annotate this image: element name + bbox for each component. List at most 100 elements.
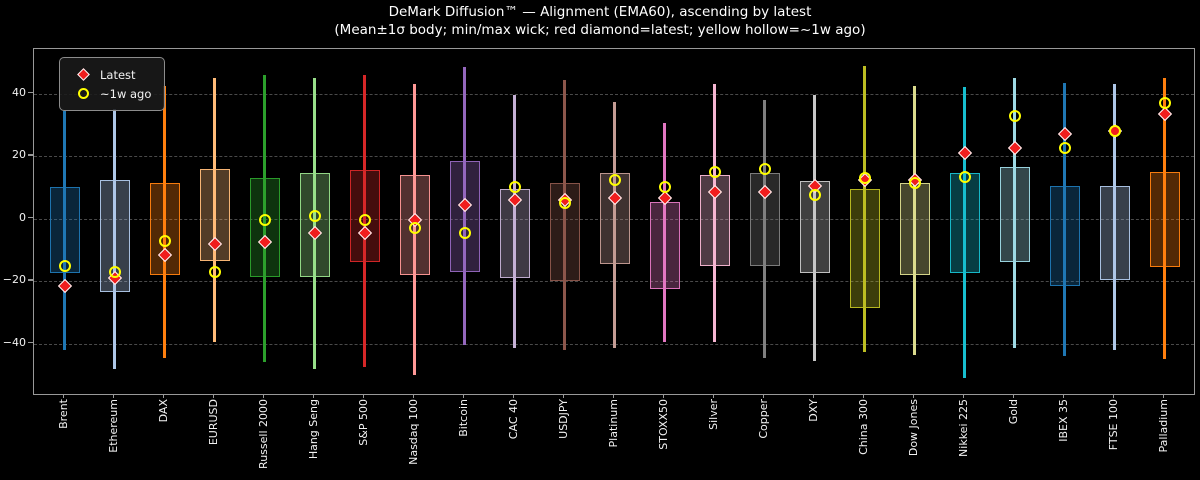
legend-label: ~1w ago — [100, 86, 152, 101]
y-tick-label: −20 — [2, 273, 26, 287]
x-tick-label: Palladium — [1157, 399, 1170, 456]
x-tick-mark — [362, 395, 365, 398]
x-tick-label-text: STOXX50 — [657, 399, 670, 450]
x-tick-label-text: Brent — [57, 399, 70, 429]
x-tick-label-text: USDJPY — [557, 399, 570, 439]
candle-wick — [1013, 78, 1016, 349]
x-tick-label-text: Palladium — [1157, 399, 1170, 453]
x-tick-mark — [862, 395, 865, 398]
x-tick-label-text: S&P 500 — [357, 399, 370, 446]
week-ago-circle — [208, 265, 221, 278]
x-tick-mark — [162, 395, 165, 398]
x-tick-mark — [462, 395, 465, 398]
x-tick-label-text: Copper — [757, 399, 770, 439]
candle-wick — [963, 87, 966, 379]
week-ago-circle — [108, 265, 121, 278]
x-tick-label: Dow Jones — [907, 399, 920, 460]
x-tick-label: DXY — [807, 399, 820, 426]
x-tick-label-text: Hang Seng — [307, 399, 320, 460]
week-ago-circle — [258, 214, 271, 227]
x-tick-label-text: Bitcoin — [457, 399, 470, 437]
x-tick-label-text: Platinum — [607, 399, 620, 448]
week-ago-circle — [658, 181, 671, 194]
x-tick-mark — [62, 395, 65, 398]
candle-wick — [763, 99, 766, 358]
week-ago-circle — [58, 259, 71, 272]
x-tick-mark — [312, 395, 315, 398]
x-tick-label: Silver — [707, 399, 720, 434]
y-tick-label: 40 — [12, 85, 26, 99]
x-tick-label: Gold — [1007, 399, 1020, 428]
y-tick-mark — [28, 154, 33, 156]
x-tick-label: China 300 — [857, 399, 870, 459]
x-tick-mark — [762, 395, 765, 398]
x-tick-label-text: Nasdaq 100 — [407, 399, 420, 465]
candle-wick — [913, 85, 916, 355]
y-tick-label: 20 — [12, 148, 26, 162]
legend-item-latest: Latest — [70, 65, 151, 84]
latest-diamond — [1007, 141, 1022, 156]
x-tick-label: Russell 2000 — [257, 399, 270, 473]
candle-wick — [563, 79, 566, 350]
x-tick-mark — [212, 395, 215, 398]
x-tick-mark — [912, 395, 915, 398]
x-tick-label: CAC 40 — [507, 399, 520, 443]
candle-wick — [813, 95, 816, 361]
candle-wick — [513, 95, 516, 349]
week-ago-circle — [308, 209, 321, 222]
x-tick-label-text: Russell 2000 — [257, 399, 270, 469]
x-tick-label-text: China 300 — [857, 399, 870, 455]
x-tick-mark — [512, 395, 515, 398]
y-tick-label: −40 — [2, 335, 26, 349]
week-ago-circle — [508, 181, 521, 194]
week-ago-circle — [908, 176, 921, 189]
yellow-hollow-circle-icon — [77, 88, 89, 99]
x-tick-mark — [612, 395, 615, 398]
candle-wick — [1163, 78, 1166, 360]
latest-diamond — [1157, 106, 1172, 122]
x-tick-label-text: Nikkei 225 — [957, 399, 970, 457]
x-tick-mark — [812, 395, 815, 398]
y-tick-mark — [28, 216, 33, 219]
candle-wick — [713, 84, 716, 343]
x-tick-label-text: Dow Jones — [907, 399, 920, 457]
y-tick-mark — [28, 91, 33, 94]
week-ago-circle — [1008, 109, 1021, 122]
x-tick-label: Ethereum — [107, 399, 120, 457]
x-tick-mark — [1162, 395, 1165, 398]
x-tick-label: EURUSD — [207, 399, 220, 449]
x-tick-label: USDJPY — [557, 399, 570, 443]
x-tick-label: DAX — [157, 399, 170, 426]
x-tick-mark — [1012, 395, 1015, 398]
x-tick-mark — [112, 395, 115, 398]
x-tick-label-text: Ethereum — [107, 399, 120, 453]
week-ago-circle — [608, 173, 621, 186]
legend-item-week-ago: ~1w ago — [70, 84, 151, 103]
x-tick-label: Platinum — [607, 399, 620, 451]
x-tick-label: FTSE 100 — [1107, 399, 1120, 454]
title-block: DeMark Diffusion™ — Alignment (EMA60), a… — [0, 3, 1200, 39]
x-tick-label: IBEX 35 — [1057, 399, 1070, 446]
week-ago-circle — [1108, 125, 1121, 138]
x-tick-mark — [1112, 395, 1115, 398]
x-tick-mark — [262, 395, 265, 398]
x-tick-label: Copper — [757, 399, 770, 443]
candle-wick — [1063, 82, 1066, 357]
legend-swatch — [70, 68, 96, 81]
week-ago-circle — [758, 162, 771, 175]
legend-label: Latest — [100, 67, 136, 82]
chart-subtitle: (Mean±1σ body; min/max wick; red diamond… — [334, 22, 866, 38]
gridline — [34, 93, 1194, 95]
x-tick-mark — [962, 395, 965, 398]
x-tick-label-text: EURUSD — [207, 399, 220, 446]
week-ago-circle — [358, 214, 371, 227]
x-tick-label-text: Silver — [707, 399, 720, 430]
x-tick-label: Brent — [57, 399, 70, 433]
week-ago-circle — [858, 172, 871, 185]
x-tick-label: STOXX50 — [657, 399, 670, 454]
candle-wick — [863, 65, 866, 352]
week-ago-circle — [808, 189, 821, 202]
x-tick-label: Nikkei 225 — [957, 399, 970, 461]
plot-area — [33, 48, 1195, 395]
